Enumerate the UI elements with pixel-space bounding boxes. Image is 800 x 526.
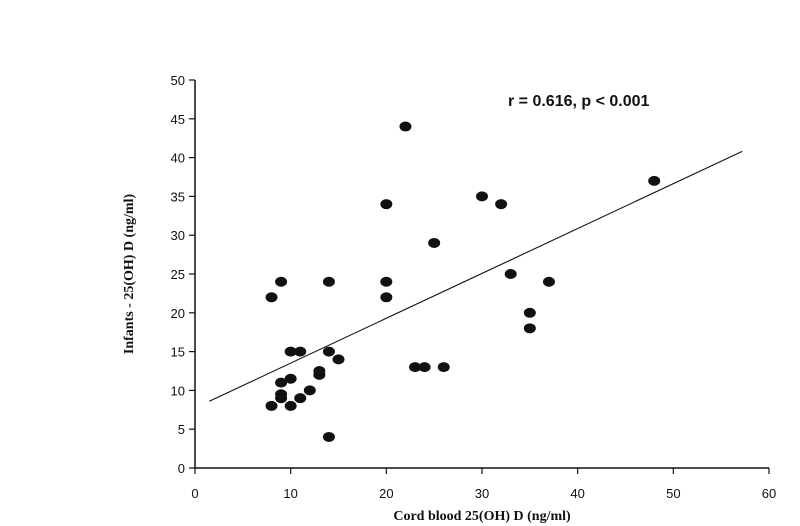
data-point	[303, 385, 316, 396]
x-tick-label: 40	[570, 486, 584, 501]
y-tick-label: 45	[171, 112, 185, 127]
data-point	[275, 389, 288, 400]
x-tick-label: 30	[475, 486, 489, 501]
data-point	[284, 346, 297, 357]
data-point	[294, 393, 307, 404]
data-point	[284, 373, 297, 384]
data-point	[322, 276, 335, 287]
data-point	[284, 400, 297, 411]
data-point	[275, 377, 288, 388]
data-point	[428, 237, 441, 248]
data-point	[495, 199, 508, 210]
data-point	[265, 292, 278, 303]
x-axis-title: Cord blood 25(OH) D (ng/ml)	[393, 509, 571, 524]
y-tick-label: 0	[178, 461, 185, 476]
data-point	[476, 191, 488, 202]
data-point	[418, 362, 431, 373]
y-tick-label: 25	[171, 267, 185, 282]
data-point	[648, 175, 661, 186]
x-tick-label: 50	[666, 486, 680, 501]
data-point	[322, 431, 335, 442]
x-tick-label: 20	[379, 486, 393, 501]
y-tick-label: 20	[171, 306, 185, 321]
data-point	[399, 121, 412, 132]
data-point	[437, 362, 450, 373]
points-group	[265, 121, 661, 442]
data-point	[322, 346, 335, 357]
y-tick-label: 30	[171, 228, 185, 243]
data-point	[380, 292, 393, 303]
data-point	[332, 354, 345, 365]
axes: 0 5 10 15 20 25 30 35 40 45 50 0 10 20 30 40 50 60	[171, 73, 777, 501]
trendline-group	[209, 150, 743, 402]
x-tick-label: 60	[762, 486, 776, 501]
data-point	[294, 346, 307, 357]
data-point	[504, 269, 517, 279]
y-axis-title: Infants - 25(OH) D (ng/ml)	[122, 194, 137, 355]
x-tick-label: 0	[191, 486, 198, 501]
correlation-annotation: r = 0.616, p < 0.001	[508, 93, 650, 110]
x-tick-label: 10	[283, 486, 297, 501]
data-point	[380, 199, 393, 210]
data-point	[265, 400, 278, 411]
y-tick-label: 5	[178, 422, 185, 437]
trend-line	[209, 150, 743, 402]
data-point	[380, 276, 393, 287]
data-point	[313, 366, 326, 376]
data-point	[275, 276, 288, 287]
data-point	[409, 362, 422, 373]
y-tick-label: 15	[171, 345, 185, 360]
y-tick-label: 50	[171, 73, 185, 88]
y-tick-label: 40	[171, 151, 185, 166]
y-tick-label: 10	[171, 383, 185, 398]
data-point	[523, 307, 536, 318]
data-point	[542, 276, 555, 287]
data-point	[523, 323, 536, 334]
y-tick-label: 35	[171, 189, 185, 204]
